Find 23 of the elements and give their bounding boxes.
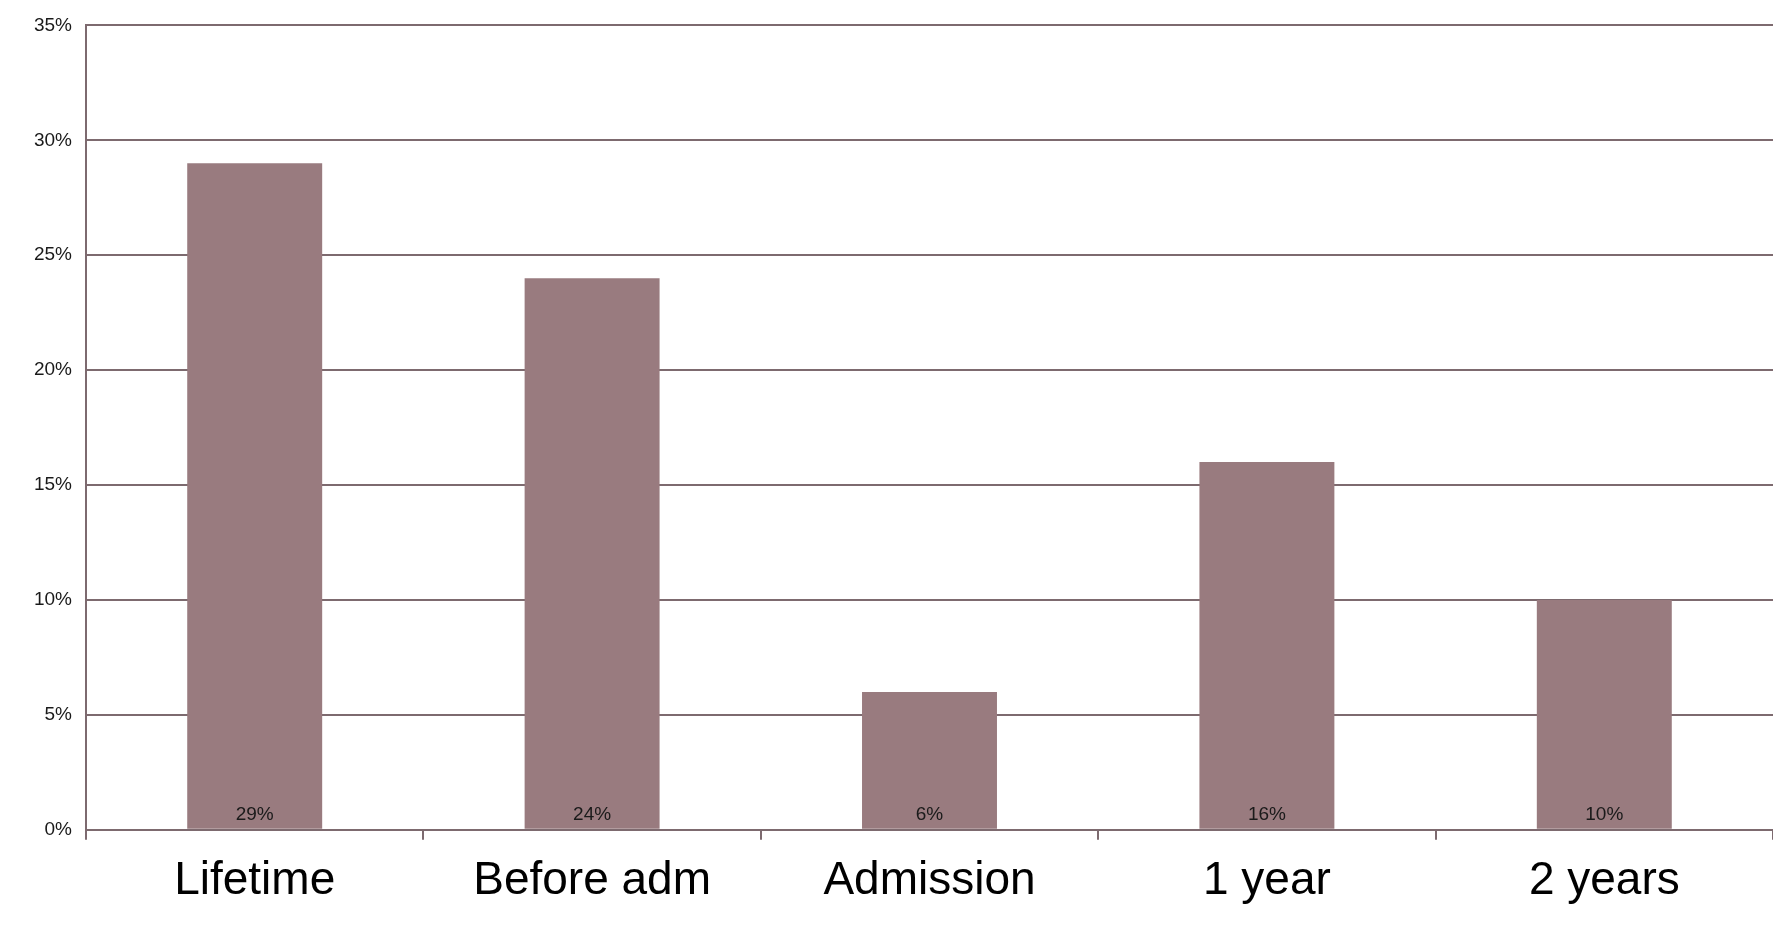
- bar: [1536, 599, 1672, 829]
- data-label: 6%: [915, 802, 944, 824]
- y-tick-label: 10%: [33, 588, 73, 610]
- x-tick-label: 2 years: [1528, 852, 1680, 905]
- data-label: 29%: [235, 802, 274, 824]
- y-tick-label: 15%: [33, 473, 73, 495]
- bar: [1199, 462, 1335, 829]
- x-tick-label: Admission: [823, 852, 1036, 905]
- bar: [862, 691, 997, 829]
- y-tick-label: 20%: [33, 358, 73, 380]
- bar: [187, 163, 323, 829]
- y-tick-label: 25%: [33, 243, 73, 265]
- bar: [524, 278, 660, 829]
- x-tick-label: Lifetime: [174, 852, 336, 905]
- y-tick-label: 30%: [33, 128, 73, 150]
- data-label: 24%: [573, 802, 612, 824]
- x-tick-label: 1 year: [1202, 852, 1331, 905]
- y-tick-label: 5%: [44, 703, 73, 725]
- x-tick-label: Before adm: [473, 852, 711, 905]
- data-label: 10%: [1585, 802, 1624, 824]
- y-tick-label: 35%: [33, 13, 73, 35]
- data-label: 16%: [1247, 802, 1287, 824]
- y-tick-label: 0%: [44, 818, 73, 840]
